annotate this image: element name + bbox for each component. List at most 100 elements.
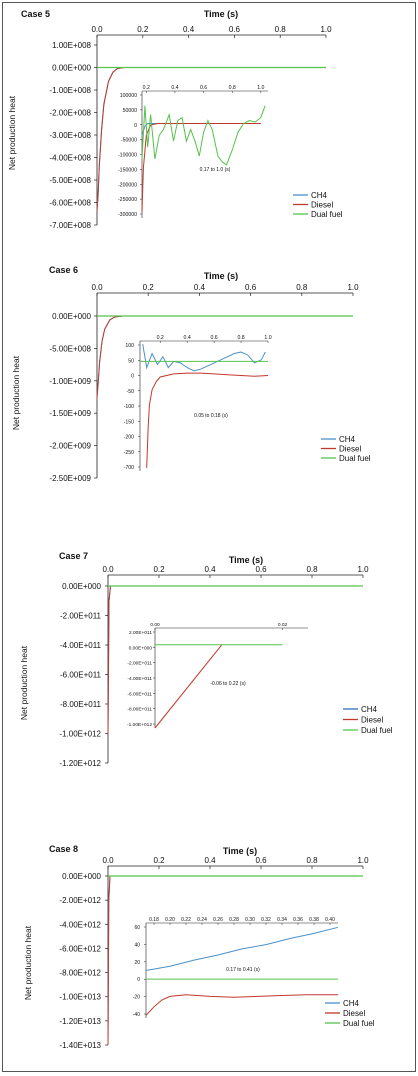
x-tick-label: 1.0 (320, 25, 332, 34)
inset-series-line-diesel (154, 644, 223, 729)
case-label: Case 6 (49, 265, 78, 275)
inset-background (140, 341, 268, 471)
legend-label: CH4 (311, 191, 328, 200)
legend-label: Dual fuel (339, 454, 371, 463)
inset-y-tick-label: -2.00E+011 (127, 661, 152, 667)
inset-range-annotation: 0.17 to 0.41 (s) (226, 967, 260, 973)
inset-series-line-diesel (146, 372, 269, 468)
x-axis-title: Time (s) (204, 271, 238, 281)
x-tick-label: 0.2 (143, 283, 155, 292)
x-axis-title: Time (s) (229, 555, 263, 565)
inset-y-tick-label: -100000 (118, 153, 137, 159)
inset-y-tick-label: -6.00E+011 (127, 691, 152, 697)
y-tick-label: -2.00E+008 (49, 109, 91, 118)
y-tick-label: -2.00E+011 (60, 612, 102, 621)
inset-y-tick-label: -200 (124, 435, 134, 441)
y-tick-label: -1.00E+012 (59, 730, 101, 739)
inset-x-tick-label: 1.0 (264, 335, 271, 341)
y-tick-label: -1.20E+012 (59, 759, 101, 768)
inset-y-tick-label: -100 (124, 404, 134, 410)
inset-x-tick-label: 0.34 (277, 917, 287, 923)
y-tick-label: -8.00E+011 (60, 700, 102, 709)
inset-background (146, 923, 338, 1018)
legend-label: Diesel (343, 1009, 365, 1018)
x-tick-label: 0.6 (255, 565, 267, 574)
y-tick-label: 0.00E+000 (62, 582, 101, 591)
inset-y-tick-label: -8.00E+011 (127, 707, 152, 713)
inset-range-annotation: 0.05 to 0.18 (s) (194, 413, 228, 419)
y-axis-title: Net production heat (11, 355, 21, 430)
inset-x-tick-label: 0.8 (237, 335, 244, 341)
inset-y-tick-label: -1.00E+012 (127, 722, 152, 728)
inset-x-tick-label: 0.4 (171, 85, 178, 91)
inset-x-tick-label: 0.8 (229, 85, 236, 91)
x-tick-label: 0.6 (229, 25, 241, 34)
x-tick-label: 0.8 (306, 565, 318, 574)
inset-x-tick-label: 0.32 (261, 917, 271, 923)
y-tick-label: -1.00E+009 (49, 377, 91, 386)
x-tick-label: 0.2 (153, 565, 165, 574)
y-tick-label: -1.00E+008 (49, 86, 91, 95)
y-tick-label: -6.00E+011 (60, 671, 102, 680)
inset-x-tick-label: 0.30 (245, 917, 255, 923)
inset-x-tick-label: 0.6 (210, 335, 217, 341)
x-tick-label: 0.0 (102, 856, 114, 865)
legend-label: Diesel (311, 201, 333, 210)
case-label: Case 5 (21, 9, 50, 19)
inset-y-tick-label: -40 (133, 1012, 140, 1018)
x-tick-label: 0.4 (204, 565, 216, 574)
inset-series-line-diesel (141, 123, 261, 213)
x-tick-label: 0.6 (255, 856, 267, 865)
legend-label: Dual fuel (361, 726, 393, 735)
inset-background (142, 91, 268, 218)
inset-x-tick-label: 0.24 (197, 917, 207, 923)
x-tick-label: 0.0 (91, 25, 103, 34)
legend-label: Dual fuel (311, 210, 343, 219)
inset-series-line-dual-fuel (141, 105, 266, 166)
inset-y-tick-label: 0 (137, 977, 140, 983)
case-label: Case 8 (49, 844, 78, 854)
inset-y-tick-label: 0 (131, 374, 134, 380)
y-tick-label: -6.00E+008 (49, 199, 91, 208)
inset-y-tick-label: 100 (125, 343, 134, 349)
y-tick-label: -6.00E+012 (59, 944, 101, 953)
inset-x-tick-label: 0.00 (150, 622, 160, 628)
inset-y-tick-label: 40 (134, 942, 140, 948)
y-tick-label: 0.00E+000 (62, 872, 101, 881)
y-tick-label: -5.00E+008 (49, 344, 91, 353)
x-tick-label: 0.4 (194, 283, 206, 292)
inset-y-tick-label: -150 (124, 419, 134, 425)
inset-y-tick-label: -250 (124, 450, 134, 456)
inset-y-tick-label: 0.00E+000 (129, 645, 153, 651)
inset-x-tick-label: 0.26 (213, 917, 223, 923)
y-tick-label: -4.00E+011 (60, 641, 102, 650)
x-tick-label: 1.0 (347, 283, 359, 292)
y-tick-label: -4.00E+012 (59, 920, 101, 929)
x-axis-title: Time (s) (223, 846, 257, 856)
y-axis-title: Net production heat (7, 95, 17, 170)
legend-label: Diesel (361, 716, 383, 725)
legend-label: CH4 (339, 435, 356, 444)
y-axis-title: Net production heat (23, 925, 33, 1000)
legend-label: CH4 (343, 999, 360, 1008)
legend-label: Diesel (339, 445, 361, 454)
x-tick-label: 0.8 (306, 856, 318, 865)
inset-y-tick-label: 100000 (120, 93, 137, 99)
inset-y-tick-label: -50 (127, 389, 135, 395)
inset-y-tick-label: 50 (128, 358, 134, 364)
inset-range-annotation: 0.17 to 1.0 (s) (200, 167, 231, 173)
inset-x-tick-label: 0.4 (184, 335, 191, 341)
inset-y-tick-label: 2.00E+011 (129, 630, 152, 636)
y-tick-label: -2.00E+012 (59, 896, 101, 905)
x-tick-label: 0.2 (137, 25, 149, 34)
figure-canvas: Case 5 Time (s) Net production heat 0.0 0.2 0… (7, 9, 393, 1050)
inset-x-tick-label: 0.18 (149, 917, 159, 923)
x-tick-label: 0.8 (275, 25, 287, 34)
inset-x-tick-label: 0.38 (309, 917, 319, 923)
inset-x-tick-label: 0.2 (143, 85, 150, 91)
legend-label: CH4 (361, 705, 378, 714)
y-tick-label: -7.00E+008 (49, 221, 91, 230)
y-tick-label: -3.00E+008 (49, 131, 91, 140)
inset-x-tick-label: 0.28 (229, 917, 239, 923)
